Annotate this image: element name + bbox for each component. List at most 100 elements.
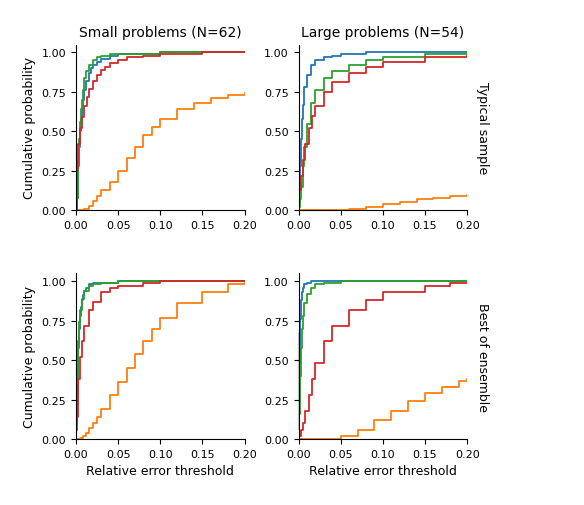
Pixels-LBFGS bbox=[354, 427, 361, 433]
Pixels-LBFGS bbox=[456, 378, 463, 384]
MMA bbox=[337, 279, 344, 285]
OC bbox=[329, 80, 336, 86]
OC bbox=[305, 126, 312, 132]
OC bbox=[89, 299, 96, 305]
MMA bbox=[106, 52, 113, 58]
CNN-LBFGS bbox=[301, 85, 308, 91]
CNN-LBFGS bbox=[78, 304, 85, 310]
CNN-LBFGS bbox=[74, 180, 81, 186]
OC bbox=[329, 323, 336, 329]
OC bbox=[73, 427, 80, 433]
OC bbox=[102, 65, 109, 71]
MMA bbox=[81, 288, 88, 294]
OC bbox=[422, 283, 429, 289]
Pixels-LBFGS bbox=[89, 421, 96, 427]
Line: MMA: MMA bbox=[298, 282, 467, 439]
CNN-LBFGS bbox=[380, 50, 387, 57]
MMA bbox=[308, 100, 315, 107]
MMA bbox=[89, 58, 96, 64]
Pixels-LBFGS bbox=[380, 201, 387, 208]
Pixels-LBFGS bbox=[363, 205, 370, 211]
MMA bbox=[78, 97, 85, 104]
OC bbox=[199, 50, 206, 57]
MMA bbox=[422, 52, 429, 58]
Pixels-LBFGS bbox=[241, 279, 248, 285]
OC bbox=[299, 421, 306, 427]
Pixels-LBFGS bbox=[157, 117, 164, 123]
Pixels-LBFGS bbox=[430, 195, 437, 201]
Pixels-LBFGS bbox=[464, 192, 471, 198]
Pixels-LBFGS bbox=[173, 301, 180, 307]
CNN-LBFGS bbox=[78, 117, 85, 123]
OC bbox=[78, 338, 85, 344]
MMA bbox=[296, 430, 303, 436]
CNN-LBFGS bbox=[98, 57, 105, 63]
CNN-LBFGS bbox=[114, 52, 121, 58]
MMA bbox=[85, 283, 92, 289]
OC bbox=[75, 142, 82, 148]
Pixels-LBFGS bbox=[241, 91, 248, 97]
OC bbox=[447, 280, 454, 286]
CNN-LBFGS bbox=[79, 97, 86, 104]
MMA bbox=[464, 50, 471, 57]
Pixels-LBFGS bbox=[224, 93, 231, 99]
Pixels-LBFGS bbox=[321, 436, 328, 442]
Pixels-LBFGS bbox=[114, 380, 121, 386]
OC bbox=[86, 86, 93, 92]
Line: OC: OC bbox=[298, 57, 467, 211]
Pixels-LBFGS bbox=[173, 107, 180, 113]
Pixels-LBFGS bbox=[93, 194, 100, 200]
MMA bbox=[301, 145, 308, 151]
Pixels-LBFGS bbox=[329, 208, 336, 214]
Line: Pixels-LBFGS: Pixels-LBFGS bbox=[298, 195, 467, 211]
CNN-LBFGS bbox=[82, 285, 89, 291]
OC bbox=[302, 142, 309, 148]
Pixels-LBFGS bbox=[148, 326, 155, 332]
MMA bbox=[78, 107, 85, 113]
OC bbox=[241, 279, 248, 285]
CNN-LBFGS bbox=[312, 58, 319, 64]
MMA bbox=[295, 208, 302, 214]
OC bbox=[74, 395, 81, 401]
Pixels-LBFGS bbox=[388, 408, 395, 414]
MMA bbox=[464, 279, 471, 285]
OC bbox=[81, 104, 88, 110]
CNN-LBFGS bbox=[73, 195, 80, 201]
CNN-LBFGS bbox=[298, 290, 305, 296]
OC bbox=[321, 338, 328, 344]
CNN-LBFGS bbox=[114, 279, 121, 285]
OC bbox=[241, 50, 248, 57]
MMA bbox=[321, 280, 328, 286]
OC bbox=[312, 104, 319, 110]
OC bbox=[78, 115, 85, 121]
OC bbox=[77, 355, 84, 361]
Pixels-LBFGS bbox=[337, 433, 344, 439]
OC bbox=[73, 414, 80, 420]
MMA bbox=[298, 345, 305, 351]
Text: Best of ensemble: Best of ensemble bbox=[476, 302, 489, 411]
MMA bbox=[312, 282, 319, 288]
Pixels-LBFGS bbox=[131, 145, 138, 151]
MMA bbox=[114, 52, 121, 58]
Pixels-LBFGS bbox=[81, 207, 88, 213]
X-axis label: Relative error threshold: Relative error threshold bbox=[309, 465, 457, 478]
CNN-LBFGS bbox=[363, 50, 370, 57]
Pixels-LBFGS bbox=[199, 290, 206, 296]
Line: OC: OC bbox=[76, 282, 245, 439]
CNN-LBFGS bbox=[241, 279, 248, 285]
Pixels-LBFGS bbox=[72, 208, 79, 214]
MMA bbox=[380, 55, 387, 61]
Line: CNN-LBFGS: CNN-LBFGS bbox=[298, 282, 467, 439]
CNN-LBFGS bbox=[297, 164, 304, 170]
Pixels-LBFGS bbox=[86, 425, 93, 431]
CNN-LBFGS bbox=[157, 279, 164, 285]
OC bbox=[464, 54, 471, 60]
OC bbox=[308, 376, 315, 382]
OC bbox=[296, 187, 303, 193]
Pixels-LBFGS bbox=[140, 132, 147, 138]
MMA bbox=[82, 69, 89, 75]
CNN-LBFGS bbox=[464, 50, 471, 57]
MMA bbox=[81, 76, 88, 82]
Pixels-LBFGS bbox=[190, 100, 197, 107]
Pixels-LBFGS bbox=[85, 203, 92, 209]
